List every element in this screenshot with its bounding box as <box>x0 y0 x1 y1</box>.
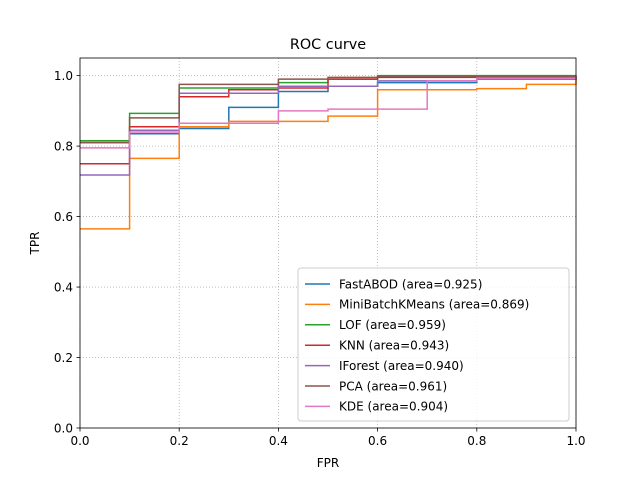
legend-label-4: IForest (area=0.940) <box>339 359 464 373</box>
y-tick-label-0: 0.0 <box>54 421 73 435</box>
x-tick-label-5: 1.0 <box>566 434 585 448</box>
series-line-6 <box>80 75 577 149</box>
y-tick-label-4: 0.8 <box>54 139 73 153</box>
legend: FastABOD (area=0.925) MiniBatchKMeans (ar… <box>297 267 570 422</box>
y-axis-label: TPR <box>28 232 42 256</box>
plot-frame <box>79 57 577 429</box>
y-tick-label-3: 0.6 <box>54 210 73 224</box>
x-tick-label-1: 0.2 <box>170 434 189 448</box>
x-axis-ticks: 0.0 0.2 0.4 0.6 0.8 1.0 <box>70 428 586 448</box>
x-tick-label-0: 0.0 <box>70 434 89 448</box>
y-axis-ticks: 0.0 0.2 0.4 0.6 0.8 1.0 <box>54 69 80 435</box>
legend-label-1: MiniBatchKMeans (area=0.869) <box>339 298 529 312</box>
legend-label-2: LOF (area=0.959) <box>339 318 446 332</box>
legend-label-6: KDE (area=0.904) <box>339 400 448 414</box>
legend-box <box>297 267 570 422</box>
series-line-1 <box>80 75 577 230</box>
legend-label-0: FastABOD (area=0.925) <box>339 277 482 291</box>
series-line-5 <box>80 75 577 144</box>
legend-label-5: PCA (area=0.961) <box>339 379 447 393</box>
y-tick-label-2: 0.4 <box>54 280 73 294</box>
x-axis-label: FPR <box>317 456 339 470</box>
x-tick-label-4: 0.8 <box>467 434 486 448</box>
series-lines <box>80 74 577 230</box>
legend-label-3: KNN (area=0.943) <box>339 339 449 353</box>
chart-title: ROC curve <box>290 37 366 53</box>
x-tick-label-2: 0.4 <box>269 434 288 448</box>
x-tick-label-3: 0.6 <box>368 434 387 448</box>
y-tick-label-1: 0.2 <box>54 351 73 365</box>
y-tick-label-5: 1.0 <box>54 69 73 83</box>
